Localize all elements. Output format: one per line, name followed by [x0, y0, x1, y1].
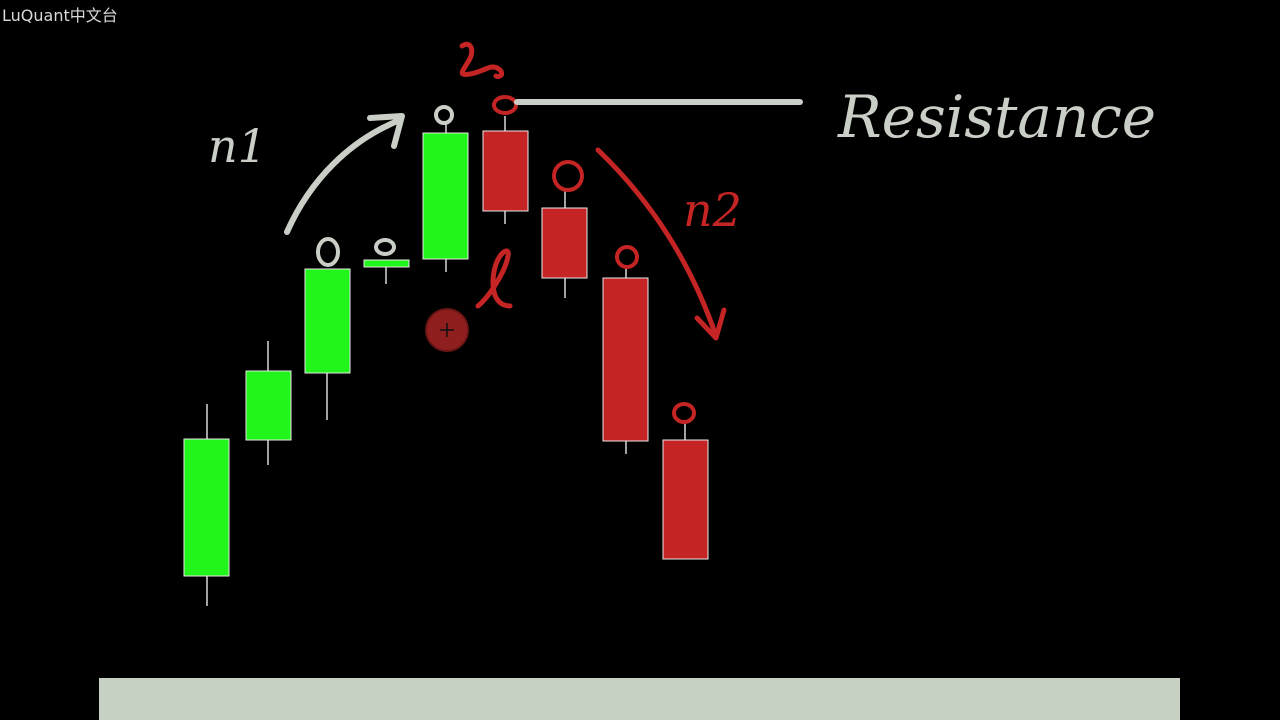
candle-8-body	[602, 277, 649, 442]
marker-candle-9	[672, 402, 696, 424]
cursor-icon	[425, 308, 469, 352]
l-mark	[475, 248, 513, 309]
candle-3-body	[304, 268, 351, 374]
n2-arrow	[595, 147, 727, 341]
channel-watermark: LuQuant中文台	[2, 6, 118, 25]
candle-group	[183, 116, 709, 606]
candle-6-body	[482, 130, 529, 212]
candle-9-body	[662, 439, 709, 560]
n2-label: n2	[683, 183, 742, 237]
candle-1-body	[183, 438, 230, 577]
h-mark	[459, 41, 505, 79]
candle-5-body	[422, 132, 469, 260]
marker-candle-3	[316, 237, 340, 267]
resistance-label: Resistance	[837, 83, 1156, 151]
marker-candle-7	[552, 160, 584, 192]
candle-4-body	[363, 259, 410, 268]
n1-label: n1	[208, 119, 267, 173]
n1-arrow	[284, 113, 405, 235]
candle-2-body	[245, 370, 292, 441]
candle-7-body	[541, 207, 588, 279]
marker-candle-8	[615, 245, 639, 269]
marker-candle-4	[374, 238, 396, 256]
marker-candle-5	[434, 105, 454, 125]
high-markers	[316, 95, 696, 424]
bottom-bar	[99, 678, 1180, 720]
marker-candle-6	[492, 95, 518, 115]
